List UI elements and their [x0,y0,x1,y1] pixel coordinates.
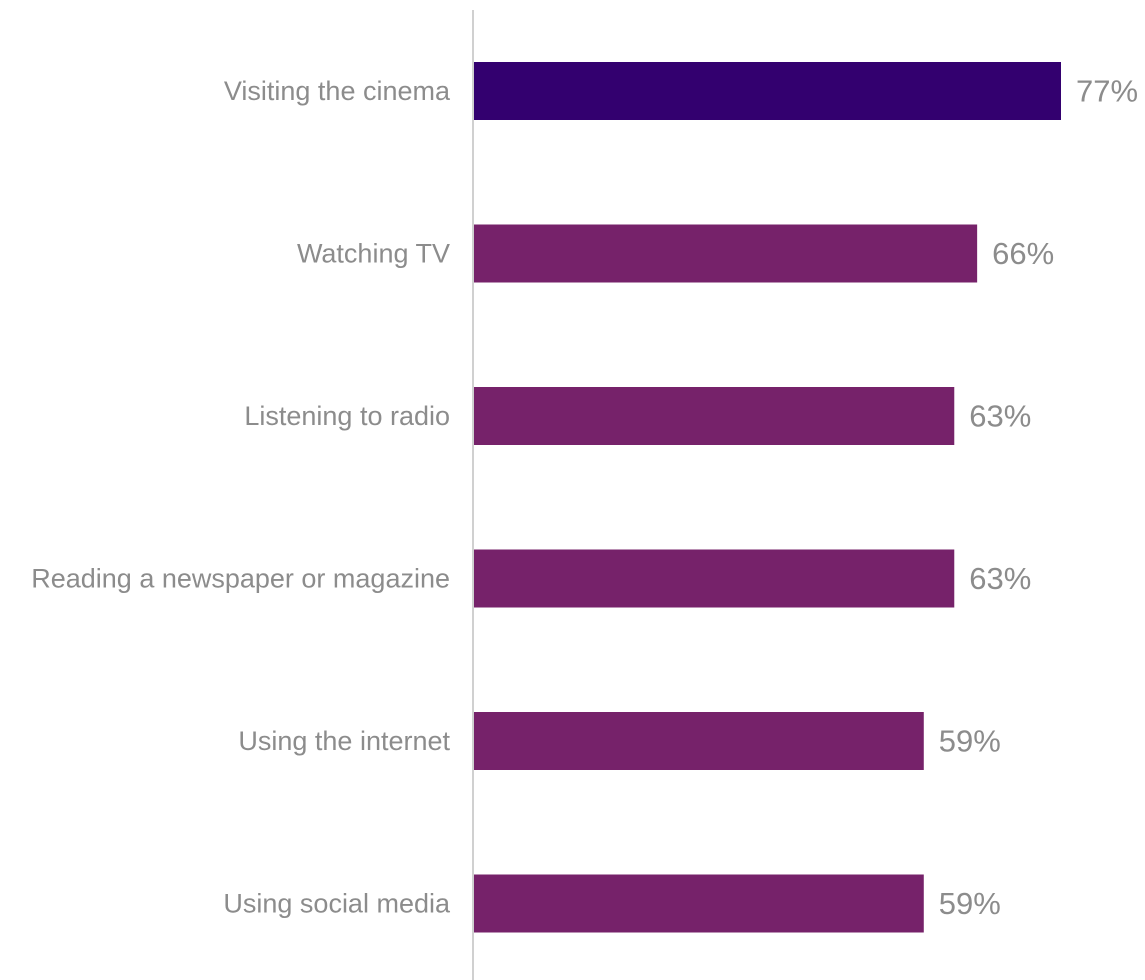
value-label: 63% [969,561,1031,596]
category-label: Watching TV [297,239,450,269]
value-label: 59% [939,724,1001,759]
bar-6 [474,874,924,933]
category-label: Using the internet [238,726,450,756]
value-label: 59% [939,886,1001,921]
value-label: 77% [1076,74,1138,109]
bar-1 [474,62,1061,120]
category-label: Reading a newspaper or magazine [31,564,450,594]
bar-3 [474,387,955,445]
bar-4 [474,549,955,608]
value-label: 63% [969,399,1031,434]
value-label: 66% [992,236,1054,271]
category-label: Listening to radio [244,401,450,431]
bar-5 [474,712,924,770]
labels-layer: Visiting the cinema 77% Watching TV 66% List… [31,74,1138,922]
bar-2 [474,224,978,283]
bars-layer [474,62,1061,933]
category-label: Visiting the cinema [224,76,451,106]
category-label: Using social media [223,889,451,919]
